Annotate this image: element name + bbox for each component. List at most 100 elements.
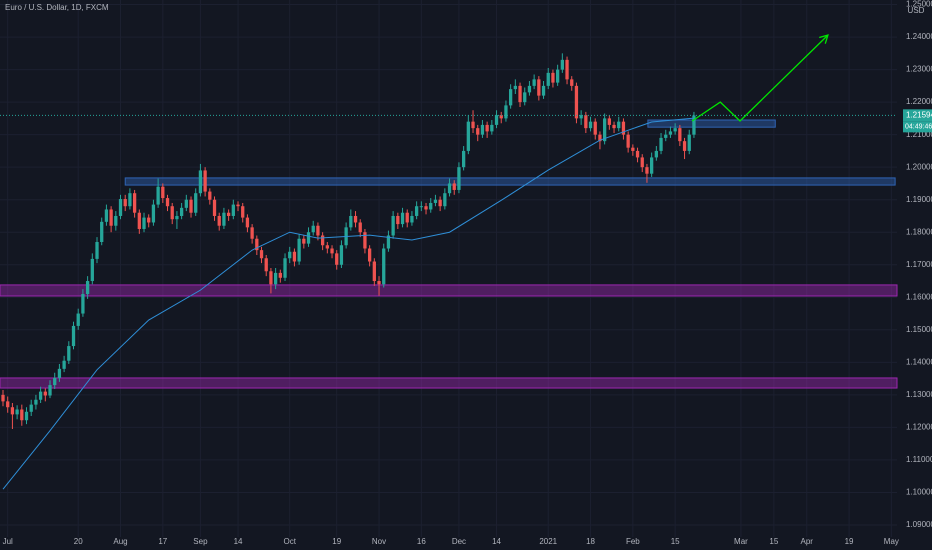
candle-body bbox=[95, 241, 99, 259]
candle-body bbox=[504, 105, 508, 119]
zone bbox=[0, 284, 898, 297]
candle-body bbox=[414, 206, 419, 216]
candle-body bbox=[551, 72, 555, 83]
x-tick-label: Mar bbox=[734, 537, 748, 546]
candle-body bbox=[659, 137, 663, 151]
candle-body bbox=[297, 238, 301, 262]
candle-body bbox=[81, 294, 85, 314]
candle-body bbox=[175, 215, 179, 220]
candle-body bbox=[269, 271, 273, 285]
candle-body bbox=[250, 227, 254, 239]
zone bbox=[124, 177, 896, 186]
candle-body bbox=[640, 157, 644, 168]
candle-body bbox=[396, 215, 400, 225]
x-tick-label: Oct bbox=[283, 537, 296, 546]
candle-body bbox=[673, 128, 677, 132]
x-tick-label: Nov bbox=[372, 537, 386, 546]
candle-body bbox=[424, 206, 428, 210]
arrow-head bbox=[819, 34, 829, 44]
candle-body bbox=[10, 407, 15, 415]
x-tick-label: 14 bbox=[234, 537, 243, 546]
candle-body bbox=[508, 89, 513, 106]
y-tick-label: 1.20000 bbox=[906, 162, 932, 171]
candle-body bbox=[302, 238, 306, 244]
candle-body bbox=[499, 115, 503, 119]
candle-body bbox=[85, 281, 90, 295]
x-tick-label: 20 bbox=[74, 537, 83, 546]
candle-body bbox=[382, 248, 386, 285]
candle-body bbox=[490, 124, 494, 132]
x-tick-label: 2021 bbox=[539, 537, 557, 546]
x-tick-label: Aug bbox=[113, 537, 127, 546]
candle-body bbox=[288, 251, 292, 259]
candle-body bbox=[306, 232, 311, 244]
x-tick-label: 19 bbox=[332, 537, 341, 546]
candle-body bbox=[151, 204, 156, 223]
candle-body bbox=[494, 115, 499, 125]
candle-body bbox=[118, 199, 123, 216]
candle-body bbox=[132, 193, 137, 213]
candle-body bbox=[687, 134, 691, 151]
candle-body bbox=[184, 199, 188, 208]
candle-body bbox=[137, 212, 141, 229]
candle-body bbox=[194, 193, 198, 213]
candle-body bbox=[523, 92, 527, 103]
countdown-box bbox=[903, 121, 932, 133]
candle-body bbox=[100, 221, 104, 242]
candle-body bbox=[29, 404, 33, 412]
candle-body bbox=[320, 235, 325, 246]
candle-body bbox=[142, 217, 146, 229]
x-tick-label: Sep bbox=[193, 537, 208, 546]
candle-body bbox=[664, 134, 668, 138]
candle-body bbox=[212, 199, 217, 216]
candle-body bbox=[518, 85, 522, 103]
moving-average bbox=[2, 117, 694, 490]
candle-body bbox=[593, 121, 597, 135]
candle-body bbox=[678, 128, 682, 142]
candle-body bbox=[452, 183, 456, 190]
candle-body bbox=[358, 222, 362, 233]
candle-body bbox=[330, 248, 334, 254]
x-tick-label: 18 bbox=[586, 537, 595, 546]
candle-body bbox=[584, 115, 588, 129]
candle-body bbox=[165, 198, 170, 207]
candle-body bbox=[574, 85, 579, 119]
candle-body bbox=[231, 204, 235, 216]
candle-body bbox=[128, 193, 132, 207]
candle-body bbox=[377, 281, 381, 285]
candle-body bbox=[579, 115, 583, 119]
candle-body bbox=[598, 134, 602, 142]
candle-body bbox=[147, 217, 151, 223]
x-tick-label: 19 bbox=[845, 537, 854, 546]
candle-body bbox=[617, 121, 621, 129]
candle-body bbox=[62, 360, 66, 369]
candle-body bbox=[635, 150, 640, 158]
candle-body bbox=[602, 118, 607, 142]
x-tick-label: May bbox=[884, 537, 899, 546]
candle-body bbox=[236, 204, 240, 207]
candle-body bbox=[123, 199, 127, 207]
candle-body bbox=[461, 150, 466, 168]
chart-title: Euro / U.S. Dollar, 1D, FXCM bbox=[5, 3, 109, 12]
candle-body bbox=[245, 217, 250, 228]
candle-body bbox=[48, 385, 52, 396]
candle-body bbox=[654, 150, 658, 158]
candle-body bbox=[349, 215, 353, 228]
candle-body bbox=[339, 245, 344, 265]
candle-body bbox=[626, 134, 630, 148]
candle-body bbox=[363, 232, 367, 249]
candle-body bbox=[565, 59, 569, 80]
y-tick-label: 1.24000 bbox=[906, 32, 932, 41]
y-tick-label: 1.22000 bbox=[906, 97, 932, 106]
candle-body bbox=[682, 141, 687, 151]
candle-body bbox=[20, 409, 24, 421]
candle-body bbox=[335, 253, 339, 265]
x-tick-label: 16 bbox=[417, 537, 426, 546]
x-tick-label: 17 bbox=[158, 537, 167, 546]
candle-body bbox=[114, 215, 118, 226]
candle-body bbox=[480, 124, 485, 135]
candle-body bbox=[38, 391, 43, 400]
candle-body bbox=[203, 170, 207, 192]
candle-body bbox=[311, 225, 315, 233]
